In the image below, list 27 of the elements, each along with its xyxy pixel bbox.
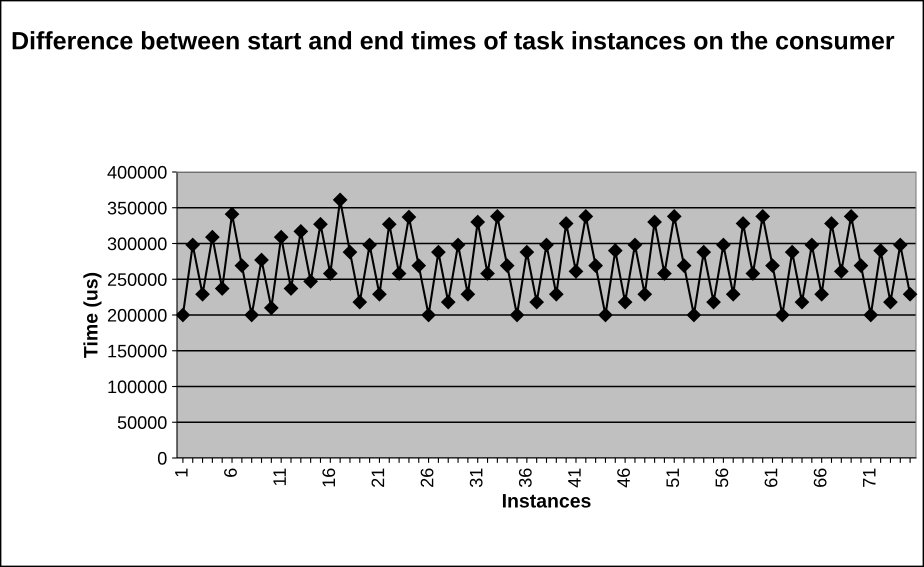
x-tick-label: 56: [715, 468, 728, 488]
x-tick-label: 36: [518, 468, 532, 488]
x-tick-label: 16: [322, 468, 336, 486]
x-tick-label: 1: [175, 468, 188, 476]
y-tick-label: 150000: [108, 344, 167, 358]
y-tick-label: 350000: [108, 202, 167, 214]
x-tick-label: 6: [224, 468, 237, 477]
x-tick-label: 41: [568, 468, 581, 488]
y-tick-label: 200000: [108, 308, 167, 322]
x-tick-label: 51: [666, 468, 680, 488]
x-tick-label: 61: [764, 468, 778, 487]
y-axis-title: Time (us): [83, 272, 102, 358]
y-tick-label: 400000: [107, 166, 167, 179]
chart-title: Difference between start and end times of task instances on the consumer: [12, 31, 894, 50]
x-tick-label: 46: [617, 468, 630, 488]
x-tick-label: 21: [372, 468, 384, 487]
y-tick-label: 0: [158, 452, 167, 465]
x-tick-label: 31: [470, 468, 483, 488]
x-tick-label: 26: [420, 468, 434, 487]
x-tick-label: 71: [863, 468, 876, 487]
x-axis-title: Instances: [502, 494, 591, 508]
x-tick-label: 66: [814, 468, 827, 487]
y-tick-label: 250000: [108, 273, 167, 286]
y-tick-label: 100000: [108, 380, 167, 394]
y-tick-label: 50000: [118, 416, 167, 429]
y-tick-label: 300000: [108, 237, 167, 250]
x-tick-label: 11: [273, 468, 286, 486]
